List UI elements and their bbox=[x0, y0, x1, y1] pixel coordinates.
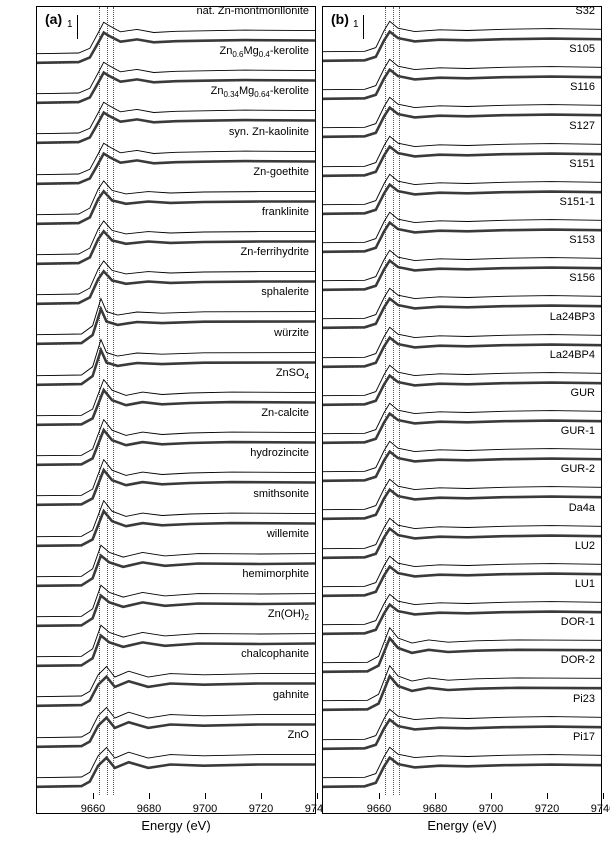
spectrum-label: Pi23 bbox=[573, 693, 595, 705]
x-tick bbox=[149, 793, 150, 799]
x-tick-label: 9720 bbox=[535, 803, 559, 815]
spectrum-label: S116 bbox=[570, 81, 595, 93]
spectrum-label: La24BP4 bbox=[550, 349, 595, 361]
spectrum-label: hemimorphite bbox=[242, 568, 309, 580]
panel-b-xlabel: Energy (eV) bbox=[427, 818, 496, 833]
x-tick-label: 9680 bbox=[137, 803, 161, 815]
spectrum-label: würzite bbox=[274, 327, 309, 339]
x-tick-label: 9680 bbox=[423, 803, 447, 815]
x-tick-label: 9740 bbox=[591, 803, 610, 815]
spectrum-thick bbox=[323, 757, 601, 786]
panel-b: (b) 1 S32S105S116S127S151S151-1S153S156L… bbox=[322, 6, 602, 814]
spectrum-row: Pi17 bbox=[323, 729, 601, 789]
x-tick-label: 9720 bbox=[249, 803, 273, 815]
x-tick-label: 9700 bbox=[193, 803, 217, 815]
x-tick-label: 9700 bbox=[479, 803, 503, 815]
spectrum-label: nat. Zn-montmorillonite bbox=[197, 7, 310, 17]
x-tick bbox=[603, 793, 604, 799]
spectrum-label: DOR-2 bbox=[561, 654, 595, 666]
spectrum-label: franklinite bbox=[262, 206, 309, 218]
panel-a-xlabel: Energy (eV) bbox=[141, 818, 210, 833]
spectrum-label: gahnite bbox=[273, 689, 309, 701]
spectrum-label: S105 bbox=[569, 43, 595, 55]
spectrum-thin bbox=[323, 747, 601, 777]
spectrum-label: willemite bbox=[267, 528, 309, 540]
spectrum-label: S151 bbox=[569, 158, 595, 170]
spectrum-label: GUR-1 bbox=[561, 425, 595, 437]
figure-root: normalized absorption (a) 1 nat. Zn-mont… bbox=[0, 0, 610, 859]
spectrum-label: Da4a bbox=[569, 502, 595, 514]
spectrum-label: Zn0.34Mg0.64-kerolite bbox=[211, 85, 309, 99]
spectrum-label: ZnO bbox=[288, 729, 309, 741]
x-tick bbox=[205, 793, 206, 799]
spectrum-label: S32 bbox=[575, 7, 595, 17]
spectrum-label: Pi17 bbox=[573, 731, 595, 743]
x-tick bbox=[547, 793, 548, 799]
x-tick bbox=[491, 793, 492, 799]
panel-a: (a) 1 nat. Zn-montmorilloniteZn0.6Mg0.4-… bbox=[36, 6, 316, 814]
spectrum-label: S153 bbox=[569, 234, 595, 246]
x-tick bbox=[317, 793, 318, 799]
spectrum-thin bbox=[37, 747, 315, 777]
spectrum-dots bbox=[323, 758, 601, 788]
x-tick-label: 9660 bbox=[81, 803, 105, 815]
spectrum-label: Zn(OH)2 bbox=[268, 608, 309, 622]
panel-a-xaxis: 96609680970097209740 bbox=[37, 793, 315, 813]
x-tick bbox=[261, 793, 262, 799]
spectrum-label: GUR bbox=[571, 387, 595, 399]
spectrum-label: chalcophanite bbox=[241, 648, 309, 660]
spectrum-label: S156 bbox=[569, 272, 595, 284]
x-tick-label: 9660 bbox=[367, 803, 391, 815]
spectrum-label: LU1 bbox=[575, 578, 595, 590]
spectrum-dots bbox=[37, 758, 315, 788]
spectrum-label: sphalerite bbox=[261, 286, 309, 298]
spectrum-label: Zn-ferrihydrite bbox=[241, 246, 309, 258]
spectrum-label: Zn-goethite bbox=[253, 166, 309, 178]
spectrum-label: hydrozincite bbox=[250, 447, 309, 459]
spectrum-label: Zn-calcite bbox=[261, 407, 309, 419]
spectrum-label: S127 bbox=[569, 120, 595, 132]
panel-a-plot: nat. Zn-montmorillonite Zn0.6Mg0.4-keroli… bbox=[37, 7, 315, 795]
spectrum-label: LU2 bbox=[575, 540, 595, 552]
spectrum-label: syn. Zn-kaolinite bbox=[229, 126, 309, 138]
panel-b-plot: S32 S105 S116 S127 S151 S151-1 S153 S156 La24BP3… bbox=[323, 7, 601, 795]
spectrum-row: ZnO bbox=[37, 727, 315, 789]
spectrum-label: La24BP3 bbox=[550, 311, 595, 323]
spectrum-thick bbox=[37, 757, 315, 786]
spectrum-label: GUR-2 bbox=[561, 463, 595, 475]
x-tick bbox=[435, 793, 436, 799]
spectrum-label: Zn0.6Mg0.4-kerolite bbox=[220, 45, 310, 59]
spectrum-label: ZnSO4 bbox=[276, 367, 309, 381]
spectrum-label: smithsonite bbox=[253, 488, 309, 500]
x-tick bbox=[93, 793, 94, 799]
panel-b-xaxis: 96609680970097209740 bbox=[323, 793, 601, 813]
spectrum-label: DOR-1 bbox=[561, 616, 595, 628]
x-tick bbox=[379, 793, 380, 799]
spectrum-label: S151-1 bbox=[560, 196, 595, 208]
